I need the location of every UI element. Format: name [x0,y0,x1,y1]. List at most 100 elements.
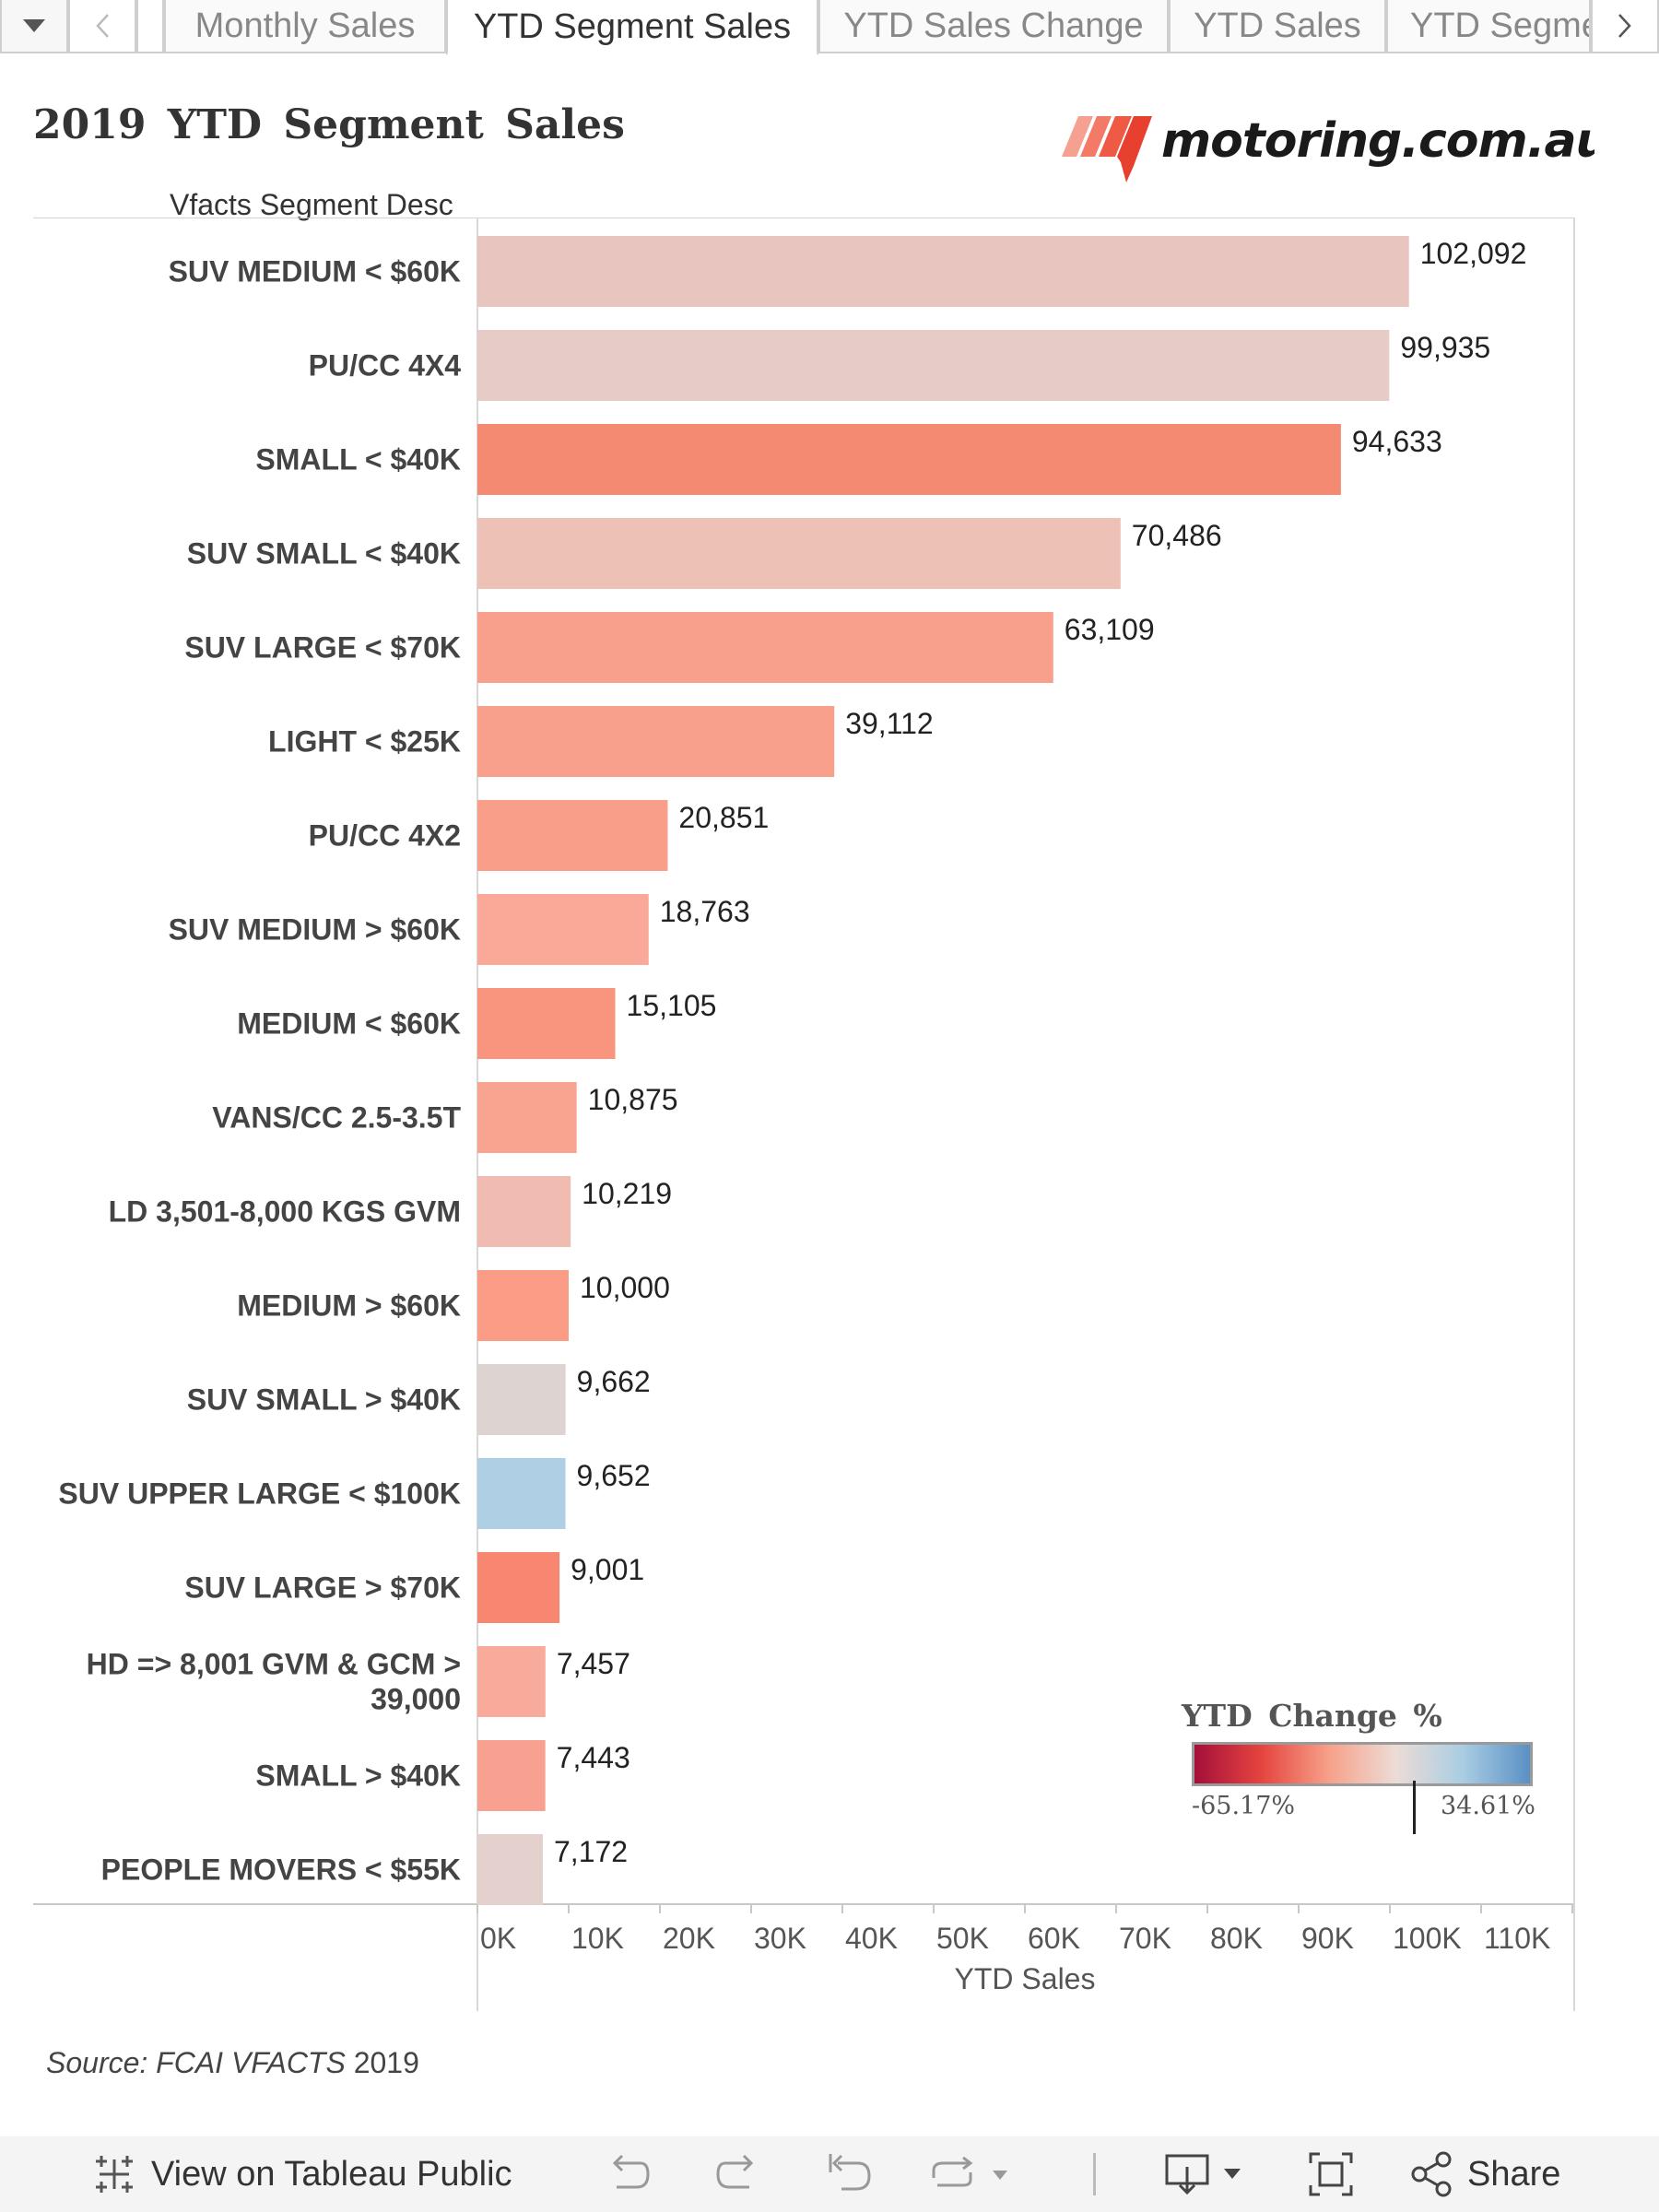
redo-icon [716,2154,754,2189]
value-label: 9,001 [571,1553,644,1586]
value-label: 18,763 [660,895,750,928]
undo-icon [612,2154,650,2189]
value-label: 20,851 [678,801,769,834]
motoring-logo: motoring.com.au [1062,113,1594,182]
category-label: SMALL < $40K [255,443,461,477]
bar[interactable] [477,1646,546,1717]
redo-button[interactable] [714,2136,762,2212]
tab-ytd-segment-sales[interactable]: YTD Segment Sales [446,0,818,55]
legend-max-label: 34.61% [1441,1792,1535,1820]
value-label: 9,662 [577,1365,651,1398]
refresh-icon [932,2156,1007,2187]
category-label: MEDIUM > $60K [237,1289,461,1323]
category-label: SUV SMALL > $40K [187,1383,461,1417]
view-on-tableau-button[interactable]: View on Tableau Public [90,2136,512,2212]
category-label: MEDIUM < $60K [237,1007,461,1041]
value-labels: 102,092 99,935 94,633 70,486 63,109 39,112 20,… [554,237,1526,1868]
x-axis: 0K 10K 20K 30K 40K 50K 60K 70K 80K 90K 100K 110K [477,1904,1573,1955]
legend-title: YTD Change % [1182,1698,1442,1734]
logo-mark [1062,116,1152,182]
value-label: 7,172 [554,1835,628,1868]
sheet-tab-bar: Monthly Sales YTD Segment Sales YTD Sale… [0,0,1659,55]
download-button[interactable] [1163,2136,1248,2212]
download-icon [1165,2154,1241,2195]
value-label: 94,633 [1352,425,1442,458]
x-tick-label: 90K [1301,1922,1354,1955]
tab-next-button[interactable] [1591,0,1659,53]
chevron-right-icon [1618,14,1631,38]
bar[interactable] [477,1740,546,1811]
category-label: SUV SMALL < $40K [187,537,461,571]
bar[interactable] [477,894,649,965]
bar[interactable] [477,236,1409,307]
tab-ytd-segment-partial[interactable]: YTD Segme [1386,0,1591,53]
bars-group [477,236,1409,1905]
category-label: SUV LARGE > $70K [184,1571,461,1605]
category-label: LD 3,501-8,000 KGS GVM [109,1195,461,1229]
tab-prev-button[interactable] [68,0,136,53]
category-label: SUV MEDIUM < $60K [169,255,461,288]
category-label: SUV MEDIUM > $60K [169,913,461,947]
category-labels: SUV MEDIUM < $60K PU/CC 4X4 SMALL < $40K SU… [58,255,461,1887]
value-label: 10,219 [582,1177,672,1210]
logo-text: motoring.com.au [1161,113,1594,169]
tab-monthly-sales[interactable]: Monthly Sales [164,0,446,53]
tableau-icon [96,2156,133,2193]
value-label: 7,457 [557,1647,630,1680]
x-tick-label: 30K [754,1922,806,1955]
bar[interactable] [477,988,616,1059]
bar[interactable] [477,1176,571,1247]
tab-ytd-sales[interactable]: YTD Sales [1169,0,1386,53]
value-label: 10,875 [588,1083,678,1116]
bar[interactable] [477,612,1053,683]
bar[interactable] [477,1364,566,1435]
share-button[interactable]: Share [1410,2136,1560,2212]
x-tick-label: 20K [663,1922,715,1955]
fullscreen-icon [1309,2152,1353,2196]
bar[interactable] [477,1082,577,1153]
row-header-label: Vfacts Segment Desc [170,188,453,221]
category-label: SMALL > $40K [255,1759,461,1793]
undo-button[interactable] [604,2136,652,2212]
category-label: SUV LARGE < $70K [184,631,461,665]
x-tick-label: 0K [480,1922,516,1955]
category-label: VANS/CC 2.5-3.5T [212,1101,461,1135]
bar[interactable] [477,1458,566,1529]
caret-down-icon [23,19,45,32]
revert-button[interactable] [825,2136,873,2212]
tab-menu-button[interactable] [0,0,68,53]
category-label: LIGHT < $25K [268,725,461,759]
refresh-button[interactable] [926,2136,1009,2212]
legend-color-ramp [1192,1742,1533,1786]
bar[interactable] [477,706,835,777]
bar[interactable] [477,518,1121,589]
tab-ytd-sales-change[interactable]: YTD Sales Change [818,0,1169,53]
chevron-left-icon [96,14,109,38]
value-label: 9,652 [577,1459,651,1492]
share-icon [1411,2151,1452,2197]
share-label: Share [1467,2154,1561,2194]
x-tick-label: 70K [1119,1922,1171,1955]
bar[interactable] [477,1552,560,1623]
value-label: 70,486 [1132,519,1222,552]
revert-icon [829,2154,871,2191]
source-note: Source: FCAI VFACTS 2019 [46,2046,419,2079]
view-on-tableau-label: View on Tableau Public [151,2154,512,2194]
x-tick-label: 110K [1484,1922,1550,1955]
value-label: 15,105 [627,989,717,1022]
category-label: PEOPLE MOVERS < $55K [101,1853,461,1887]
bar[interactable] [477,424,1341,495]
category-label: PU/CC 4X2 [309,819,461,853]
bar[interactable] [477,1834,544,1905]
bar[interactable] [477,1270,569,1341]
value-label: 7,443 [557,1741,630,1774]
bar[interactable] [477,330,1390,401]
bar[interactable] [477,800,668,871]
fullscreen-button[interactable] [1307,2136,1355,2212]
value-label: 102,092 [1420,237,1527,270]
value-label: 39,112 [845,707,934,740]
toolbar-separator [1093,2153,1096,2195]
legend-marker [1413,1781,1416,1834]
x-tick-label: 50K [936,1922,989,1955]
x-tick-label: 80K [1210,1922,1263,1955]
